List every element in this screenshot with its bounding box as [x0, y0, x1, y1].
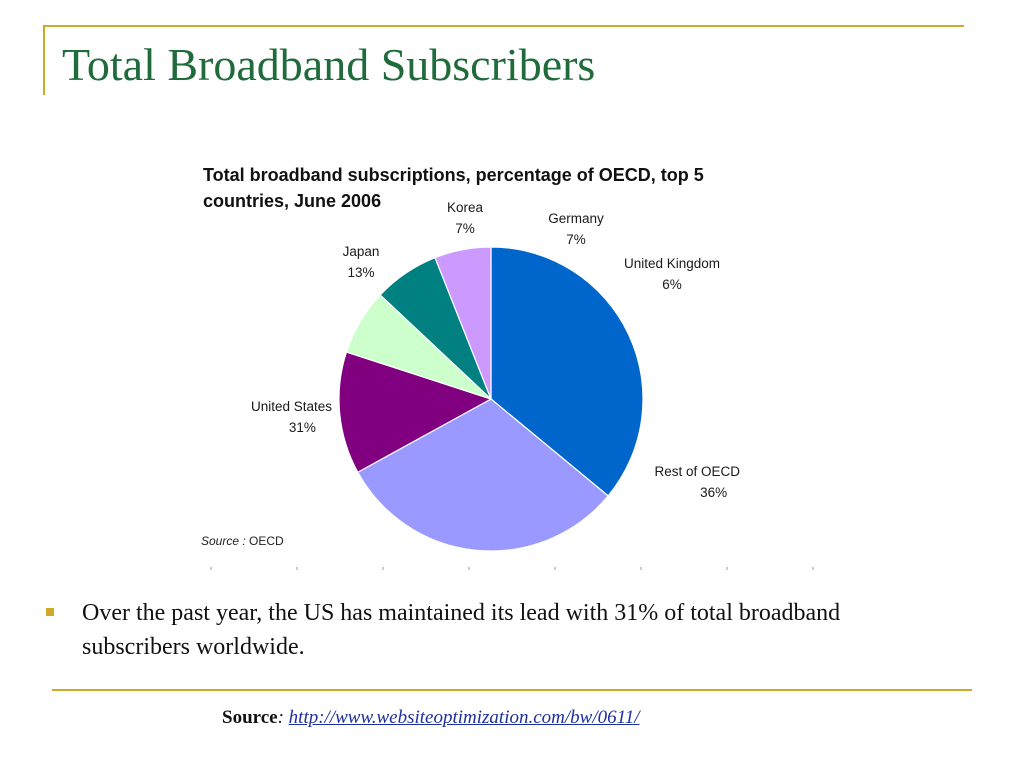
- slice-label-germany: Germany: [548, 211, 604, 226]
- title-frame-top-rule: [43, 25, 964, 27]
- chart-bottom-tick: [210, 567, 212, 570]
- slide-title: Total Broadband Subscribers: [62, 39, 596, 90]
- footer-source-label: Source: [222, 707, 278, 728]
- chart-bottom-tick: [726, 567, 728, 570]
- chart-bottom-tick: [296, 567, 298, 570]
- slice-label-japan: Japan: [343, 244, 380, 259]
- bullet-text: Over the past year, the US has maintaine…: [82, 600, 841, 660]
- slice-label-rest-of-oecd: Rest of OECD: [654, 464, 740, 479]
- chart-bottom-tick: [468, 567, 470, 570]
- chart-bottom-tick: [554, 567, 556, 570]
- pie-chart-figure: Total broadband subscriptions, percentag…: [190, 150, 820, 570]
- chart-source-label: Source :: [201, 534, 246, 548]
- slice-value-rest-of-oecd: 36%: [700, 485, 727, 500]
- pie-chart: Rest of OECD 36% United States 31% Japan 13% K…: [210, 200, 814, 570]
- chart-bottom-tick: [382, 567, 384, 570]
- slice-label-united-states: United States: [251, 399, 332, 414]
- pie-slice-rest-of-oecd: [490, 246, 644, 497]
- pie-slice-united-states: [356, 398, 609, 552]
- slice-label-united-kingdom: United Kingdom: [624, 256, 720, 271]
- chart-source-note: Source : OECD: [201, 534, 284, 548]
- square-bullet-icon: [46, 608, 54, 616]
- slice-value-united-states: 31%: [289, 420, 316, 435]
- chart-bottom-tick: [812, 567, 814, 570]
- footer-rule: [52, 689, 972, 691]
- chart-source-value: OECD: [249, 534, 284, 548]
- slice-value-korea: 7%: [455, 221, 475, 236]
- slice-value-germany: 7%: [566, 232, 586, 247]
- slice-value-united-kingdom: 6%: [662, 277, 682, 292]
- title-frame-left-rule: [43, 25, 45, 95]
- chart-title-line-2: countries, June 2006: [203, 191, 382, 211]
- slice-value-japan: 13%: [347, 265, 374, 280]
- chart-title: Total broadband subscriptions, percentag…: [203, 162, 813, 214]
- slice-label-korea: Korea: [447, 200, 484, 215]
- pie-slice-japan: [338, 351, 493, 474]
- footer-source-link[interactable]: http://www.websiteoptimization.com/bw/06…: [288, 707, 640, 728]
- footer-source: Source: http://www.websiteoptimization.c…: [222, 707, 639, 729]
- chart-bottom-tick: [640, 567, 642, 570]
- chart-title-line-1: Total broadband subscriptions, percentag…: [203, 165, 704, 185]
- pie-slice-united-kingdom: [434, 246, 492, 400]
- footer-source-separator: :: [277, 707, 284, 728]
